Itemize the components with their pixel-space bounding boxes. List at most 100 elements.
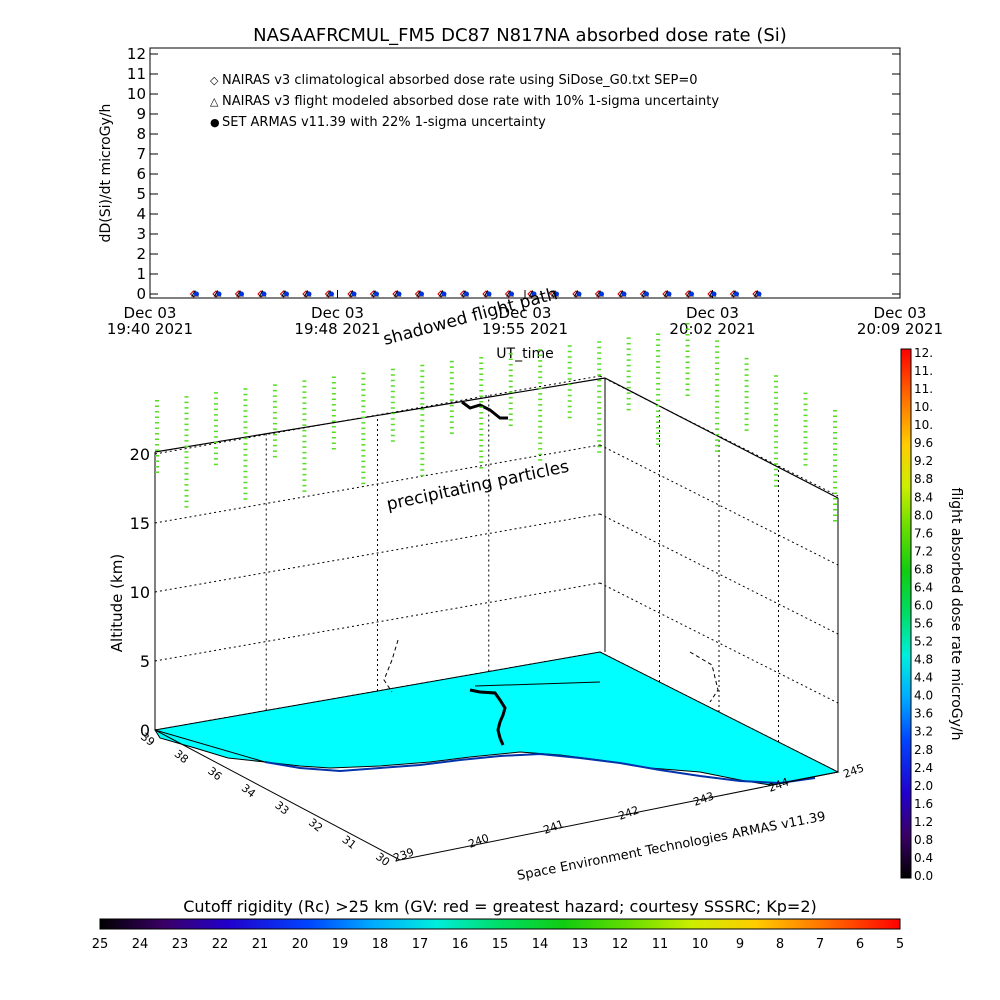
- right-colorbar-tick-label: 10.: [914, 418, 933, 432]
- coastline: [264, 752, 816, 785]
- data-point-armas: [666, 291, 672, 297]
- y-tick-label: 7: [136, 145, 146, 163]
- data-point-armas: [261, 291, 267, 297]
- x-tick-label-time: 19:55 2021: [482, 320, 568, 338]
- right-colorbar-tick-label: 0.4: [914, 851, 933, 865]
- altitude-tick-label: 10: [130, 583, 150, 602]
- legend-label: NAIRAS v3 flight modeled absorbed dose r…: [222, 94, 719, 109]
- bottom-colorbar-tick-label: 19: [332, 937, 349, 952]
- flight-track-line: [474, 681, 601, 687]
- longitude-tick-label: 243: [692, 789, 716, 808]
- legend-label: SET ARMAS v11.39 with 22% 1-sigma uncert…: [222, 115, 546, 130]
- legend-label: NAIRAS v3 climatological absorbed dose r…: [222, 73, 698, 88]
- latitude-tick-label: 38: [172, 747, 191, 766]
- right-colorbar-tick-label: 5.2: [914, 635, 933, 649]
- right-colorbar-tick-label: 7.2: [914, 544, 933, 558]
- bottom-colorbar: [99, 918, 901, 930]
- right-colorbar-tick-label: 0.0: [914, 869, 933, 883]
- y-tick-label: 1: [136, 265, 146, 283]
- altitude-label: Altitude (km): [108, 554, 126, 652]
- y-tick-label: 3: [136, 225, 146, 243]
- front-bottom-edge: [154, 729, 401, 861]
- y-tick-label: 4: [136, 205, 146, 223]
- right-colorbar-tick-label: 9.6: [914, 436, 933, 450]
- x-axis-label: UT_time: [496, 346, 553, 362]
- latitude-tick-label: 34: [239, 782, 258, 801]
- x-tick-label-date: Dec 03: [499, 304, 552, 322]
- data-point-armas: [194, 291, 199, 297]
- chart-title: NASAAFRCMUL_FM5 DC87 N817NA absorbed dos…: [253, 25, 787, 46]
- data-point-armas: [576, 291, 582, 297]
- altitude-ticks: 0 5 10 15 20: [130, 445, 150, 740]
- data-points: [189, 290, 762, 298]
- legend-symbol: ●: [210, 116, 220, 129]
- right-colorbar-label: flight absorbed dose rate microGy/h: [948, 488, 964, 741]
- altitude-tick-label: 5: [140, 652, 150, 671]
- data-point-armas: [441, 291, 447, 297]
- data-point-armas: [621, 291, 627, 297]
- front-edge: [154, 729, 266, 763]
- bottom-colorbar-tick-label: 5: [896, 937, 904, 952]
- x-tick-label-date: Dec 03: [124, 304, 177, 322]
- bottom-colorbar-tick-label: 14: [532, 937, 549, 952]
- longitude-tick-label: 241: [542, 817, 566, 836]
- data-point-armas: [351, 291, 357, 297]
- footer-credit: Space Environment Technologies ARMAS v11…: [516, 809, 827, 884]
- projection-left: [383, 639, 399, 693]
- data-point-armas: [486, 291, 492, 297]
- y-tick-label: 11: [127, 65, 146, 83]
- y-tick-label: 5: [136, 185, 146, 203]
- bottom-colorbar-tick-label: 25: [92, 937, 109, 952]
- bottom-colorbar-tick-label: 23: [172, 937, 189, 952]
- longitude-tick-label: 239: [392, 845, 416, 864]
- right-colorbar-tick-label: 8.0: [914, 508, 933, 522]
- latitude-tick-label: 33: [272, 799, 291, 818]
- altitude-tick-label: 20: [130, 445, 150, 464]
- bottom-colorbar-title: Cutoff rigidity (Rc) >25 km (GV: red = g…: [183, 897, 817, 916]
- precipitating-particle-dashes: [155, 323, 837, 525]
- right-colorbar-tick-label: 1.2: [914, 815, 933, 829]
- bottom-colorbar-tick-label: 11: [652, 937, 669, 952]
- latitude-tick-label: 36: [205, 764, 224, 783]
- bottom-colorbar-tick-label: 9: [736, 937, 744, 952]
- right-colorbar-tick-label: 6.4: [914, 580, 933, 594]
- bottom-colorbar-tick-label: 13: [572, 937, 589, 952]
- y-tick-label: 9: [136, 105, 146, 123]
- bottom-right-edge: [399, 771, 839, 861]
- data-point-armas: [396, 291, 402, 297]
- data-point-armas: [644, 291, 649, 297]
- legend-symbol: ◇: [210, 74, 219, 87]
- annotation-precipitating: precipitating particles: [385, 457, 571, 515]
- x-tick-label-time: 19:48 2021: [294, 320, 380, 338]
- bottom-colorbar-tick-label: 7: [816, 937, 824, 952]
- right-colorbar-tick-label: 4.4: [914, 671, 933, 685]
- bottom-colorbar-tick-label: 21: [252, 937, 269, 952]
- data-point-armas: [216, 291, 222, 297]
- longitude-tick-label: 242: [617, 803, 641, 822]
- data-point-armas: [531, 291, 537, 297]
- data-point-armas: [306, 291, 312, 297]
- right-colorbar-tick-label: 2.4: [914, 761, 933, 775]
- x-tick-label-date: Dec 03: [311, 304, 364, 322]
- grid-line-z: [154, 513, 601, 593]
- bottom-colorbar-tick-label: 8: [776, 937, 784, 952]
- y-axis-label: dD(Si)/dt microGy/h: [98, 104, 114, 243]
- data-point-armas: [284, 291, 289, 297]
- data-point-armas: [599, 291, 604, 297]
- data-point-armas: [756, 291, 762, 297]
- y-tick-label: 6: [136, 165, 146, 183]
- legend: ◇ NAIRAS v3 climatological absorbed dose …: [210, 73, 719, 130]
- legend-symbol: △: [210, 95, 219, 108]
- x-tick-label-time: 19:40 2021: [107, 320, 193, 338]
- right-colorbar-tick-label: 8.4: [914, 490, 933, 504]
- x-tick-label-time: 20:02 2021: [669, 320, 755, 338]
- y-tick-label: 10: [127, 85, 146, 103]
- right-colorbar-tick-label: 6.0: [914, 598, 933, 612]
- data-point-armas: [689, 291, 694, 297]
- bottom-colorbar-tick-label: 10: [692, 937, 709, 952]
- right-colorbar-tick-label: 8.8: [914, 472, 933, 486]
- projection-right: [689, 651, 719, 703]
